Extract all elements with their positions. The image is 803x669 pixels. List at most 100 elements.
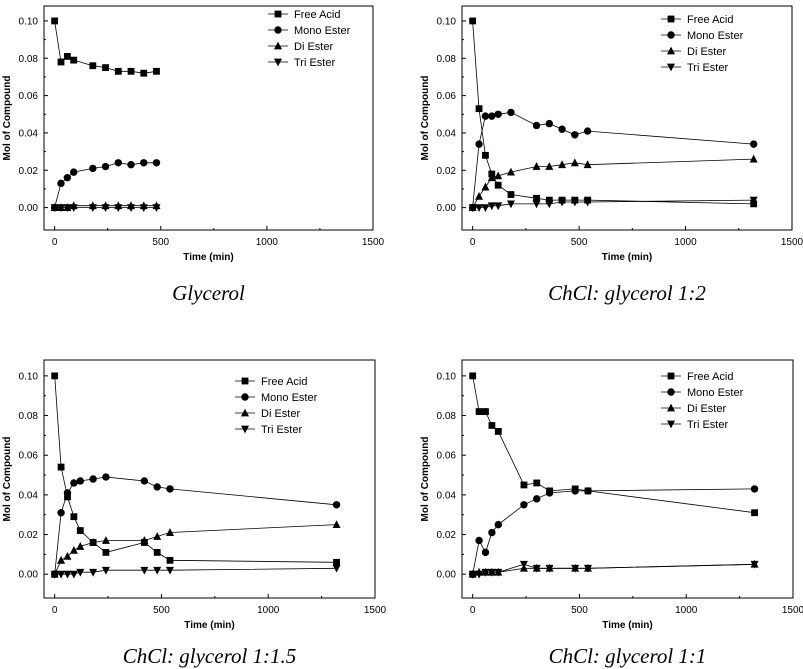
data-point-triangle-down (494, 568, 503, 577)
data-point-triangle-down (139, 204, 148, 212)
data-point-square (140, 69, 148, 77)
x-tick-label: 1000 (675, 605, 698, 616)
legend-marker-circle (241, 393, 249, 401)
data-point-circle (507, 108, 515, 117)
legend-label: Mono Ester (261, 392, 318, 404)
data-point-triangle-down (487, 202, 496, 211)
data-point-square (475, 105, 483, 113)
tick-labels: 0 500 1000 1500 0.00 0.02 0.04 0.06 0.08… (437, 16, 803, 248)
data-point-circle (63, 174, 72, 182)
legend-marker-circle (667, 31, 675, 39)
y-tick-label: 0.04 (19, 490, 39, 501)
data-point-circle (481, 548, 490, 557)
data-point-triangle-up (165, 528, 174, 536)
data-point-circle (494, 110, 502, 118)
plot-frame (43, 5, 374, 231)
data-point-triangle-down (532, 564, 541, 573)
x-tick-label: 1000 (674, 237, 697, 248)
y-tick-label: 0.10 (19, 371, 39, 382)
data-point-triangle-up (69, 546, 78, 554)
data-point-triangle-down (570, 198, 579, 207)
y-axis-label: Mol of Compound (2, 76, 13, 161)
data-point-triangle-down (487, 568, 496, 577)
data-point-triangle-down (101, 204, 110, 212)
data-point-square (153, 548, 161, 556)
data-point-triangle-down (583, 198, 592, 207)
data-point-triangle-up (101, 536, 110, 544)
data-point-square (64, 493, 71, 501)
data-point-triangle-up (749, 154, 758, 163)
legend-marker-circle (274, 26, 282, 34)
plot-frame (43, 359, 376, 599)
chart-panel-chcl-glycerol-1-1: 0 500 1000 1500 0.00 0.02 0.04 0.06 0.08… (420, 359, 803, 668)
data-point-triangle-up (481, 182, 490, 191)
data-point-square (751, 509, 758, 517)
y-tick-label: 0.06 (19, 91, 39, 102)
x-tick-label: 500 (152, 237, 169, 248)
x-axis-label: Time (min) (184, 620, 234, 631)
data-point-circle (571, 131, 579, 139)
series-line-circle (54, 162, 157, 208)
data-point-triangle-down (468, 570, 477, 579)
legend-label: Free Acid (687, 371, 733, 383)
tick-labels: 0 500 1000 1500 0.00 0.02 0.04 0.06 0.08… (19, 16, 385, 248)
legend-marker-triangle-down (274, 58, 282, 67)
data-point-circle (571, 487, 579, 495)
x-axis-label: Time (min) (183, 252, 233, 263)
data-point-square (102, 64, 109, 71)
data-point-triangle-down (468, 204, 477, 212)
y-tick-label: 0.06 (19, 451, 39, 462)
data-point-square (469, 372, 477, 380)
y-tick-label: 0.04 (437, 128, 457, 139)
legend-label: Mono Ester (294, 25, 351, 37)
data-point-triangle-down (63, 204, 72, 212)
y-tick-label: 0.06 (437, 91, 457, 102)
data-point-triangle-down (750, 560, 759, 569)
y-axis-label: Mol of Compound (2, 437, 13, 522)
legend-label: Di Ester (687, 46, 726, 58)
panel-caption: Glycerol (172, 281, 245, 305)
chart-panel-chcl-glycerol-1-1-5: 0 500 1000 1500 0.00 0.02 0.04 0.06 0.08… (2, 359, 387, 668)
data-point-triangle-down (153, 566, 162, 575)
chart-panel-chcl-glycerol-1-2: 0 500 1000 1500 0.00 0.02 0.04 0.06 0.08… (420, 5, 803, 305)
x-tick-label: 1500 (362, 237, 385, 248)
data-point-triangle-up (570, 158, 579, 167)
data-point-triangle-down (494, 202, 503, 211)
data-point-square (89, 62, 97, 70)
y-tick-label: 0.04 (19, 128, 39, 139)
y-tick-label: 0.02 (19, 166, 39, 177)
data-point-square (57, 58, 65, 66)
data-point-square (76, 527, 84, 534)
legend-label: Di Ester (261, 408, 300, 420)
legend-marker-square (241, 377, 249, 385)
x-tick-label: 500 (571, 605, 588, 616)
data-point-triangle-down (69, 204, 78, 212)
data-point-circle (76, 477, 85, 485)
data-point-triangle-up (140, 536, 149, 544)
x-axis-label: Time (min) (602, 620, 652, 631)
data-point-triangle-down (749, 196, 758, 205)
data-point-circle (140, 477, 149, 485)
data-point-circle (127, 160, 135, 169)
data-point-square (533, 479, 541, 487)
legend-label: Free Acid (687, 14, 733, 26)
y-tick-label: 0.08 (19, 411, 39, 422)
data-point-circle (533, 495, 541, 503)
data-point-square (494, 181, 502, 189)
y-tick-label: 0.00 (19, 203, 39, 214)
data-point-triangle-down (114, 204, 123, 212)
chart-panel-glycerol: 0 500 1000 1500 0.00 0.02 0.04 0.06 0.08… (2, 5, 385, 305)
data-point-triangle-down (332, 564, 341, 573)
data-point-square (507, 191, 515, 198)
legend: Free Acid Mono Ester Di Ester Tri Ester (661, 14, 744, 74)
series-line-circle (54, 476, 337, 575)
data-point-circle (520, 501, 528, 509)
legend-label: Free Acid (294, 9, 340, 21)
legend-label: Mono Ester (687, 30, 744, 42)
data-point-triangle-down (76, 568, 85, 577)
data-point-triangle-down (63, 570, 72, 579)
data-point-circle (114, 159, 122, 167)
y-tick-label: 0.00 (19, 570, 39, 581)
y-tick-label: 0.06 (437, 451, 457, 462)
